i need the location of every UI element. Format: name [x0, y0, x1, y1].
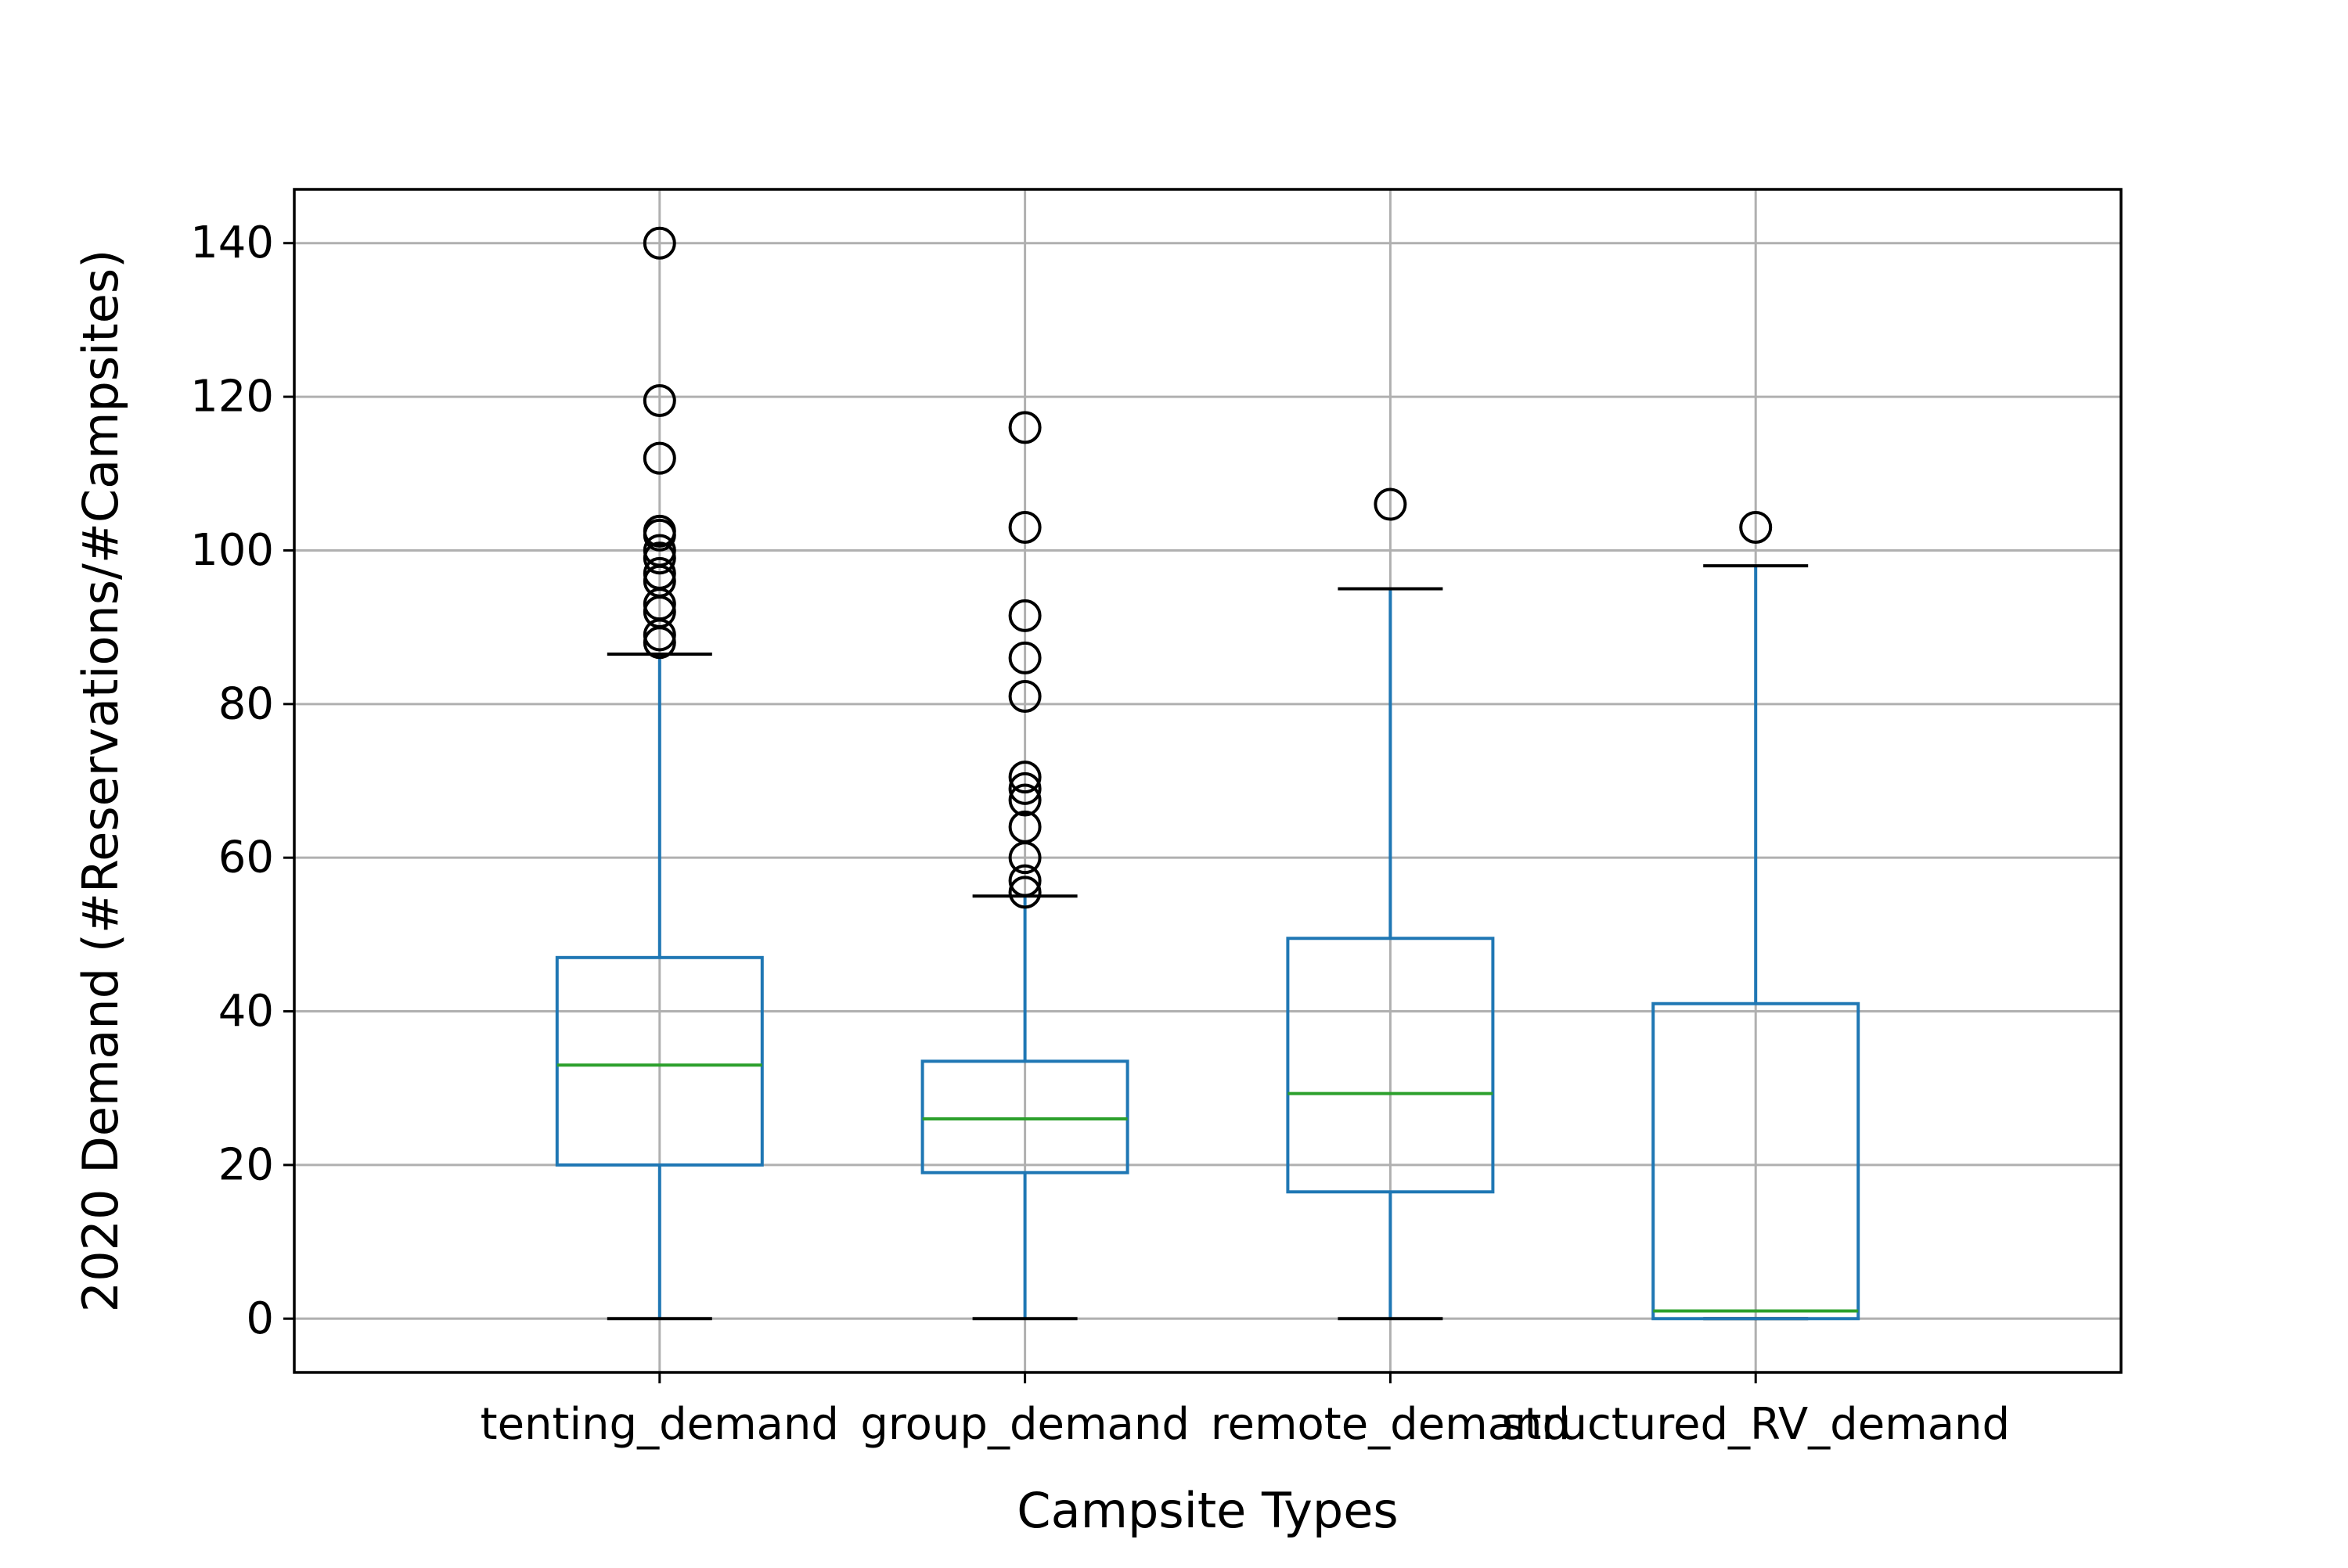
x-tick-label: remote_demand [1211, 1399, 1570, 1450]
boxes-layer [555, 564, 1860, 1321]
outlier-point [1008, 599, 1042, 632]
outlier-point [1008, 810, 1042, 843]
y-tick-label: 40 [218, 986, 274, 1037]
outlier-point [643, 514, 676, 548]
outlier-point [643, 226, 676, 260]
outlier-point [643, 384, 676, 417]
outlier-point [1008, 876, 1042, 909]
outlier-point [1008, 783, 1042, 817]
outlier-point [1008, 411, 1042, 444]
outlier-point [1739, 511, 1773, 544]
outlier-point [643, 534, 676, 567]
outliers-layer [643, 226, 1773, 909]
outlier-point [1008, 680, 1042, 713]
box-tenting_demand [555, 955, 764, 1167]
box-group_demand [920, 1059, 1129, 1174]
y-tick-label: 20 [218, 1139, 274, 1190]
outlier-point [1008, 641, 1042, 674]
outlier-point [1008, 761, 1042, 794]
outlier-point [643, 556, 676, 590]
y-tick-label: 120 [190, 372, 274, 423]
outlier-point [643, 541, 676, 575]
box-structured_RV_demand [1651, 1002, 1860, 1321]
x-tick-label: tenting_demand [481, 1399, 839, 1450]
outlier-point [643, 441, 676, 475]
outlier-point [1008, 864, 1042, 897]
y-axis-ticks: 0 20 40 60 80 100 120 140 [190, 218, 294, 1344]
x-tick-label: group_demand [860, 1399, 1190, 1450]
y-tick-label: 60 [218, 833, 274, 883]
box-remote_demand [1286, 937, 1495, 1194]
y-axis-label: 2020 Demand (#Reservations/#Campsites) [72, 250, 129, 1313]
x-tick-label: structured_RV_demand [1501, 1399, 2010, 1450]
y-tick-label: 80 [218, 678, 274, 729]
outlier-point [1008, 511, 1042, 544]
plot-frame [293, 188, 2123, 1374]
grid-layer [294, 189, 2121, 1372]
y-tick-label: 0 [246, 1293, 274, 1344]
y-tick-label: 100 [190, 525, 274, 576]
x-axis-ticks: tenting_demand group_demand remote_demands… [481, 1372, 2010, 1450]
outlier-point [1374, 487, 1407, 521]
outlier-point [1008, 771, 1042, 805]
x-axis-label: Campsite Types [1017, 1482, 1398, 1539]
y-tick-label: 140 [190, 218, 274, 268]
